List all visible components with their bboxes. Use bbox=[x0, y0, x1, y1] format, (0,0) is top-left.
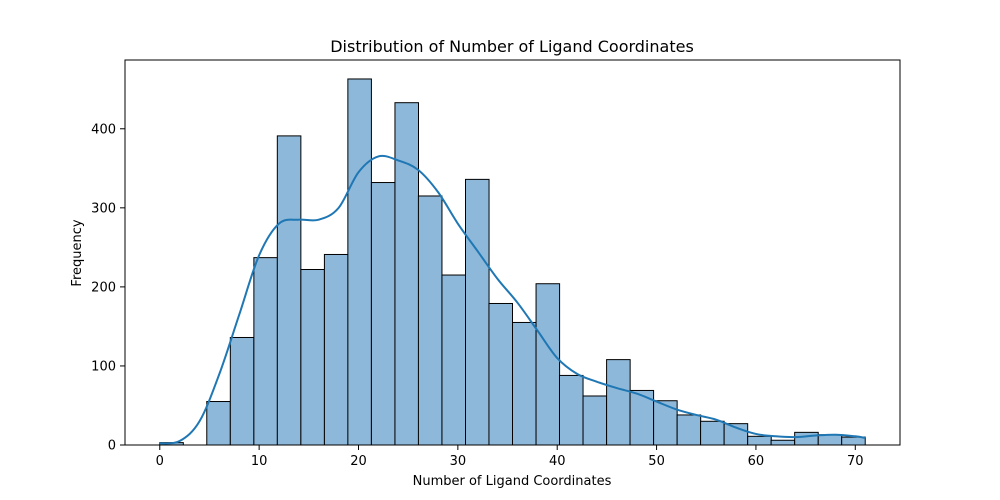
histogram-bar bbox=[747, 435, 772, 446]
histogram-bar bbox=[347, 78, 372, 446]
histogram-bar bbox=[229, 336, 255, 446]
plot-area: 0 10 20 30 40 50 60 70 0 100 200 300 400 bbox=[91, 59, 901, 469]
histogram-bar bbox=[253, 257, 278, 446]
histogram-bar bbox=[676, 414, 702, 446]
x-tick-label: 60 bbox=[748, 454, 765, 469]
y-tick-label: 0 bbox=[108, 439, 116, 454]
x-tick-label: 0 bbox=[156, 454, 164, 469]
y-tick-label: 300 bbox=[91, 201, 116, 216]
histogram-bar bbox=[606, 359, 631, 446]
x-tick-label: 20 bbox=[350, 454, 367, 469]
histogram-bar bbox=[841, 436, 866, 446]
histogram-bar bbox=[206, 401, 231, 446]
histogram-bar bbox=[582, 395, 608, 446]
kde-curve bbox=[159, 154, 866, 445]
x-tick-label: 10 bbox=[251, 454, 268, 469]
histogram-bar bbox=[558, 374, 584, 446]
histogram-bar bbox=[700, 420, 725, 446]
histogram-bar bbox=[770, 439, 796, 446]
x-axis-label: Number of Ligand Coordinates bbox=[413, 474, 612, 489]
chart-title: Distribution of Number of Ligand Coordin… bbox=[330, 37, 694, 56]
histogram-bar bbox=[370, 182, 396, 446]
histogram-bar bbox=[817, 434, 843, 446]
histogram-bar bbox=[441, 274, 467, 446]
histogram-bar bbox=[276, 135, 302, 446]
histogram-bar bbox=[394, 102, 420, 446]
histogram-bar bbox=[794, 431, 819, 446]
x-tick-label: 70 bbox=[847, 454, 864, 469]
y-axis-label: Frequency bbox=[70, 219, 85, 286]
x-tick-label: 50 bbox=[648, 454, 665, 469]
histogram-bar bbox=[417, 195, 443, 446]
histogram-bar bbox=[300, 268, 325, 446]
histogram-bar bbox=[465, 178, 490, 446]
histogram-bar bbox=[512, 321, 537, 446]
x-tick-label: 30 bbox=[450, 454, 467, 469]
histogram-bar bbox=[488, 302, 514, 446]
y-tick-label: 400 bbox=[91, 122, 116, 137]
histogram-bar bbox=[323, 253, 349, 446]
y-tick-label: 200 bbox=[91, 280, 116, 295]
x-tick-label: 40 bbox=[549, 454, 566, 469]
histogram-bar bbox=[535, 283, 561, 446]
axes-frame bbox=[124, 59, 901, 446]
y-tick-label: 100 bbox=[91, 359, 116, 374]
